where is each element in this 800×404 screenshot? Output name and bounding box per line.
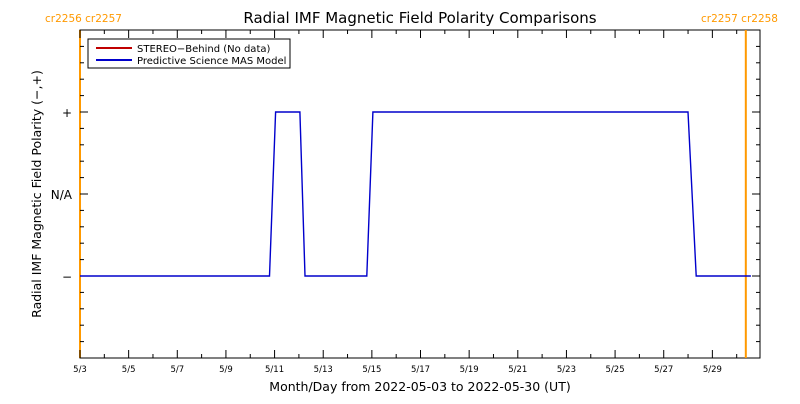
x-tick-label: 5/19 (460, 365, 479, 375)
x-tick-label: 5/9 (219, 365, 233, 375)
legend: STEREO−Behind (No data) Predictive Scien… (87, 38, 291, 69)
carrington-lines (79, 30, 747, 358)
x-axis-label: Month/Day from 2022-05-03 to 2022-05-30 … (269, 379, 570, 394)
x-tick-label: 5/27 (654, 365, 673, 375)
x-tick-label: 5/29 (703, 365, 722, 375)
y-tick-label: − (62, 270, 72, 284)
legend-box (87, 38, 291, 69)
series-layer (80, 111, 751, 277)
y-axis-label: Radial IMF Magnetic Field Polarity (−,+) (29, 70, 44, 318)
legend-label-stereo: STEREO−Behind (No data) (137, 44, 270, 55)
x-tick-label: 5/5 (122, 365, 136, 375)
x-ticks: 5/3 5/5 5/7 5/9 5/11 5/13 5/15 5/17 5/19 5/21 5/23… (73, 30, 738, 375)
x-tick-label: 5/13 (314, 365, 333, 375)
y-tick-label: + (62, 106, 72, 120)
x-tick-label: 5/25 (606, 365, 625, 375)
x-tick-label: 5/7 (170, 365, 184, 375)
x-tick-label: 5/21 (508, 365, 527, 375)
legend-label-mas: Predictive Science MAS Model (137, 56, 286, 67)
x-tick-label: 5/15 (362, 365, 381, 375)
plot-frame (79, 29, 761, 359)
y-tick-label: N/A (51, 188, 73, 202)
x-tick-label: 5/17 (411, 365, 430, 375)
chart-title: Radial IMF Magnetic Field Polarity Compa… (243, 9, 596, 27)
x-tick-label: 5/23 (557, 365, 576, 375)
x-tick-label: 5/11 (265, 365, 284, 375)
annotation-left: cr2256 cr2257 (45, 13, 122, 25)
y-ticks: + N/A − (51, 29, 760, 359)
x-tick-label: 5/3 (73, 365, 87, 375)
series-line-1 (80, 111, 751, 277)
annotation-right: cr2257 cr2258 (701, 13, 778, 25)
